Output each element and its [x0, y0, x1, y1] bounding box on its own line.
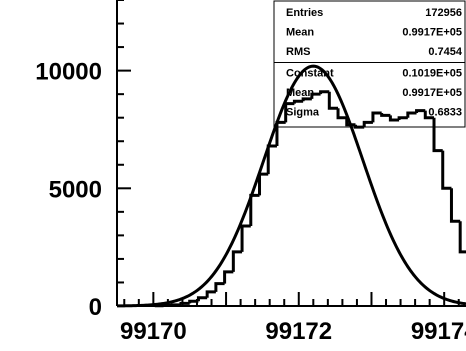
histogram-bin	[319, 90, 330, 95]
gaussian-fit-line	[116, 64, 466, 308]
histogram-bin	[423, 110, 435, 120]
fit-layer	[116, 64, 466, 308]
histogram-bin	[292, 99, 304, 104]
fit-panel	[273, 62, 466, 128]
histogram-bin	[371, 111, 382, 123]
histogram-bin	[406, 111, 417, 118]
histogram-bin	[240, 224, 251, 252]
stats-box: Entries 172956 Mean 0.9917E+05 RMS 0.7454 Cons…	[273, 0, 466, 128]
histogram-bin	[179, 301, 190, 305]
fit-param-value: 0.1019E+05	[402, 68, 462, 80]
frame-layer	[116, 0, 466, 307]
stats-panel	[273, 0, 466, 63]
histogram-bin	[388, 115, 400, 122]
histogram-bin	[223, 270, 234, 284]
histogram-bin	[275, 120, 286, 146]
histogram-bin	[458, 221, 466, 254]
stat-value: 172956	[425, 7, 462, 19]
y-axis: 0 5000 10000	[35, 0, 131, 321]
y-tick-label: 5000	[49, 176, 102, 203]
y-tick-label: 10000	[35, 59, 102, 86]
histogram-bin	[336, 108, 347, 120]
histogram-bin	[214, 282, 225, 292]
histogram-bin	[415, 109, 426, 113]
histogram-bin	[266, 144, 277, 175]
histogram-bin	[310, 92, 321, 99]
histogram-bin	[345, 117, 356, 127]
histogram-bin	[432, 117, 443, 153]
x-tick-label: 99174	[411, 318, 466, 345]
histogram-bin	[258, 172, 269, 196]
y-tick-label: 0	[89, 294, 102, 321]
histogram-bin	[231, 250, 243, 272]
histogram-bin	[327, 91, 339, 110]
stat-value: 0.9917E+05	[402, 27, 462, 39]
histogram-bin	[301, 97, 312, 102]
fit-param-label: Mean	[286, 87, 314, 99]
stat-label: Entries	[286, 7, 323, 19]
histogram-bin	[205, 290, 216, 298]
histogram-bin	[380, 112, 391, 117]
x-axis: 99170 99172 99174	[120, 292, 466, 345]
histogram-bin	[397, 116, 408, 121]
stat-value: 0.7454	[428, 46, 463, 58]
stat-label: Mean	[286, 27, 314, 39]
histogram-layer	[153, 90, 466, 308]
x-tick-label: 99170	[120, 318, 187, 345]
fit-param-label: Sigma	[286, 107, 320, 119]
histogram-bin	[449, 188, 461, 223]
histogram-bin	[249, 193, 260, 226]
fit-param-value: 0.9917E+05	[402, 87, 462, 99]
fit-param-value: 0.6833	[428, 107, 462, 119]
histogram-bin	[188, 299, 199, 304]
stat-label: RMS	[286, 46, 310, 58]
histogram-bin	[362, 120, 373, 128]
histogram-bin	[441, 150, 452, 190]
fit-param-label: Constant	[286, 68, 334, 80]
x-tick-label: 99172	[265, 318, 332, 345]
histogram-bin	[196, 296, 208, 302]
